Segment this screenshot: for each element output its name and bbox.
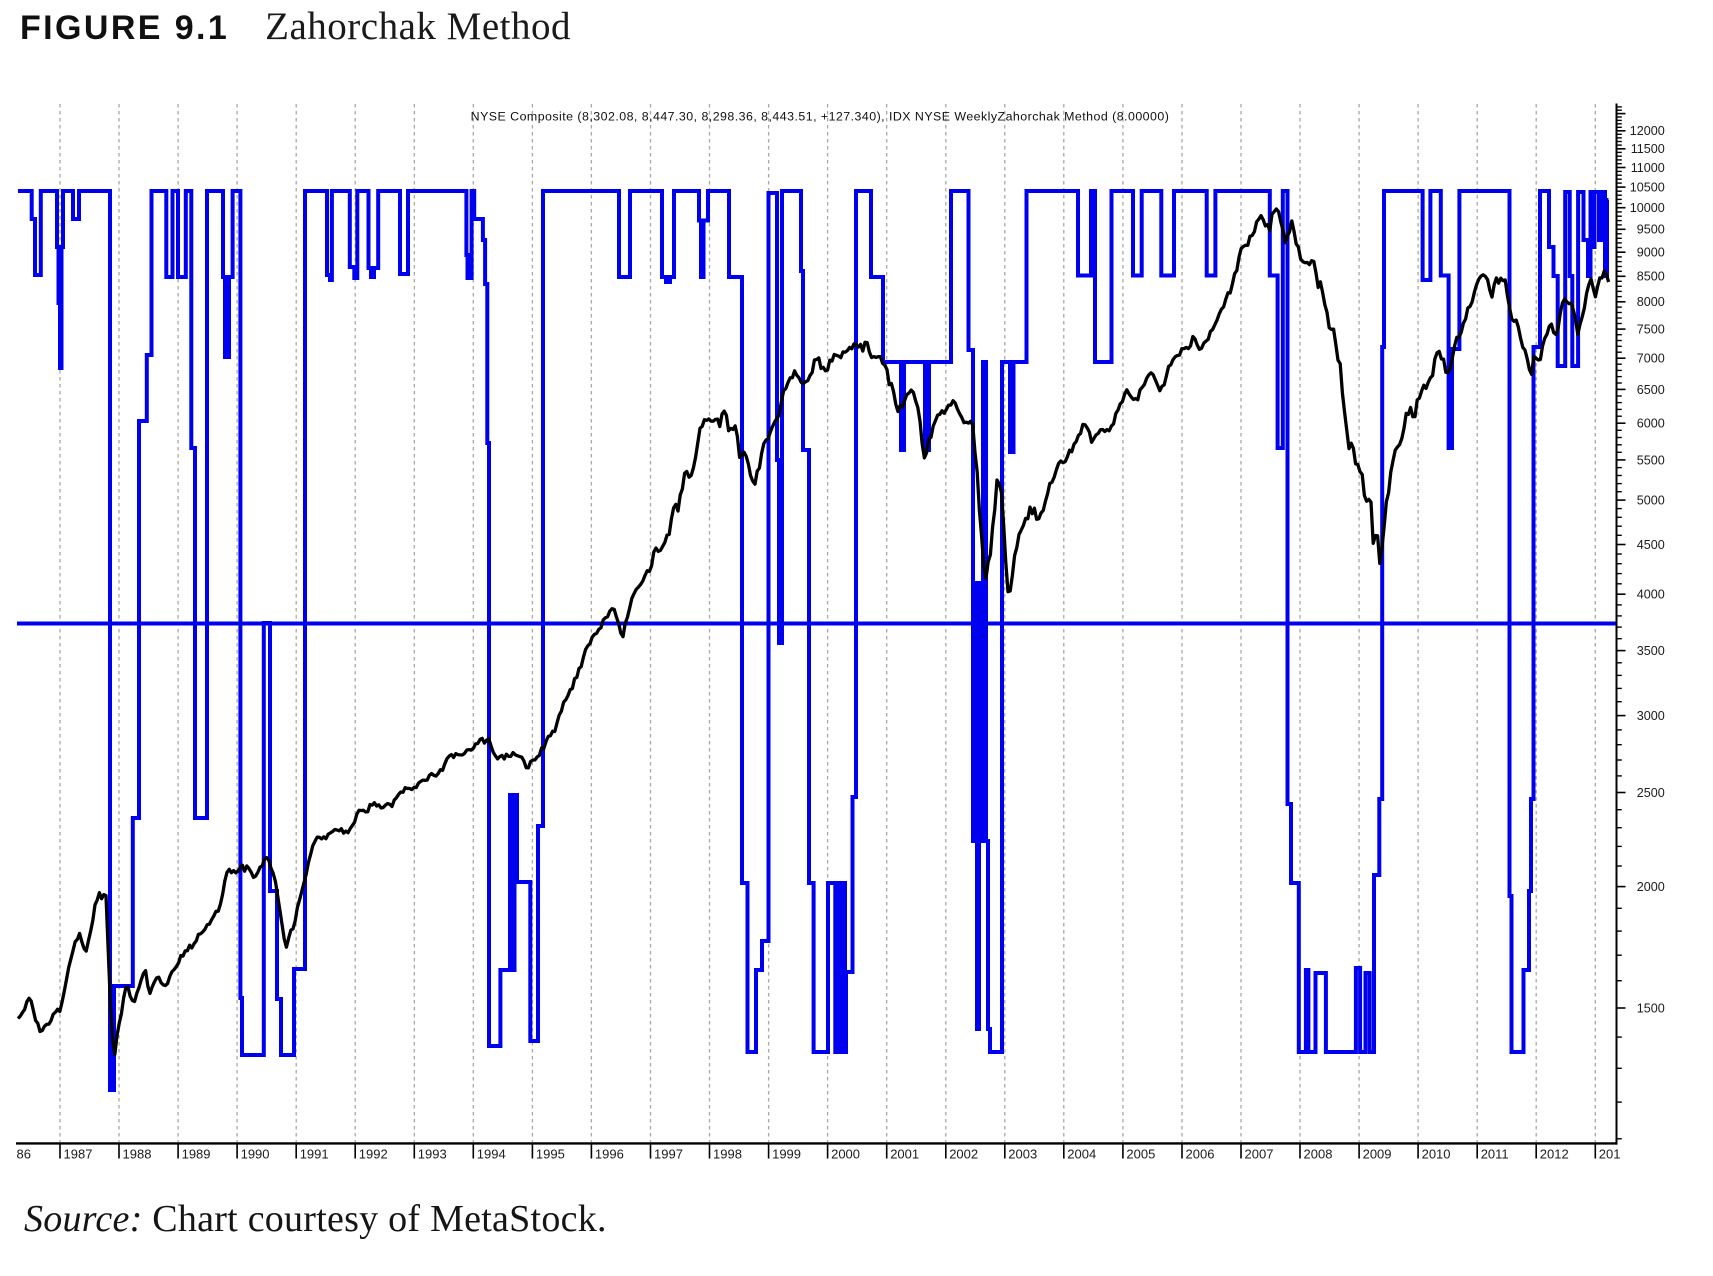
svg-text:2010: 2010 (1422, 1147, 1451, 1162)
svg-text:12000: 12000 (1630, 124, 1665, 138)
svg-text:2500: 2500 (1637, 786, 1665, 800)
svg-text:2007: 2007 (1245, 1147, 1274, 1162)
svg-text:7000: 7000 (1637, 352, 1665, 366)
svg-text:2002: 2002 (949, 1147, 978, 1162)
svg-text:1991: 1991 (300, 1147, 329, 1162)
svg-text:5000: 5000 (1637, 494, 1665, 508)
svg-text:1992: 1992 (359, 1147, 388, 1162)
svg-text:10000: 10000 (1630, 201, 1665, 215)
svg-text:7500: 7500 (1637, 323, 1665, 337)
svg-text:1989: 1989 (182, 1147, 211, 1162)
svg-text:2000: 2000 (831, 1147, 860, 1162)
svg-text:2011: 2011 (1481, 1147, 1509, 1162)
svg-text:2005: 2005 (1126, 1147, 1155, 1162)
svg-text:1990: 1990 (241, 1147, 270, 1162)
svg-text:1995: 1995 (536, 1147, 565, 1162)
svg-text:2012: 2012 (1540, 1147, 1569, 1162)
svg-text:201: 201 (1599, 1147, 1621, 1162)
svg-text:1987: 1987 (64, 1147, 93, 1162)
svg-text:6500: 6500 (1637, 383, 1665, 397)
svg-text:6000: 6000 (1637, 417, 1665, 431)
svg-text:1993: 1993 (418, 1147, 447, 1162)
svg-text:1500: 1500 (1637, 1001, 1665, 1015)
svg-text:8000: 8000 (1637, 295, 1665, 309)
svg-text:1988: 1988 (123, 1147, 152, 1162)
svg-text:2006: 2006 (1186, 1147, 1215, 1162)
svg-text:5500: 5500 (1637, 453, 1665, 467)
svg-text:4000: 4000 (1637, 588, 1665, 602)
svg-text:1996: 1996 (595, 1147, 624, 1162)
svg-text:2009: 2009 (1363, 1147, 1392, 1162)
svg-text:10500: 10500 (1630, 181, 1665, 195)
svg-text:2000: 2000 (1637, 880, 1665, 894)
svg-text:2001: 2001 (890, 1147, 919, 1162)
svg-text:86: 86 (17, 1147, 31, 1162)
svg-text:NYSE Composite (8,302.08, 8,44: NYSE Composite (8,302.08, 8,447.30, 8,29… (471, 110, 1170, 124)
svg-text:2004: 2004 (1067, 1147, 1096, 1162)
svg-text:1997: 1997 (654, 1147, 683, 1162)
svg-text:1999: 1999 (772, 1147, 801, 1162)
svg-text:11500: 11500 (1631, 142, 1665, 156)
svg-text:2008: 2008 (1304, 1147, 1333, 1162)
svg-text:9000: 9000 (1637, 246, 1665, 260)
svg-text:3500: 3500 (1637, 644, 1665, 658)
svg-text:1998: 1998 (713, 1147, 742, 1162)
svg-text:1994: 1994 (477, 1147, 506, 1162)
svg-text:11000: 11000 (1631, 161, 1665, 175)
svg-text:4500: 4500 (1637, 538, 1665, 552)
svg-text:3000: 3000 (1637, 709, 1665, 723)
svg-text:8500: 8500 (1637, 270, 1665, 284)
svg-text:9500: 9500 (1637, 223, 1665, 237)
svg-text:2003: 2003 (1008, 1147, 1037, 1162)
